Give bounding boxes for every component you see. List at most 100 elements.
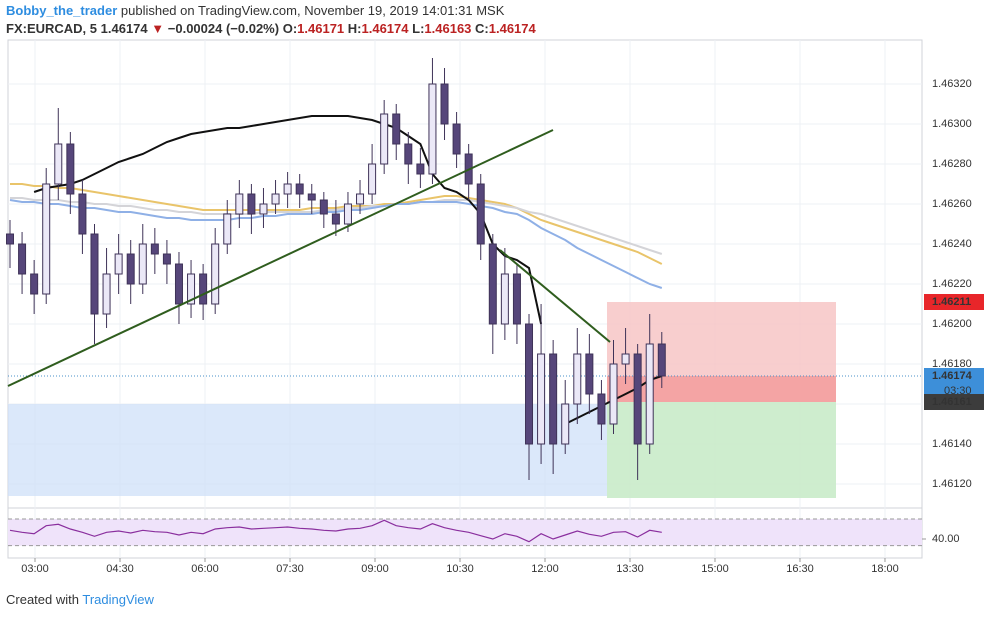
target-zone [607,402,836,498]
x-tick-label: 06:00 [191,563,219,575]
legend: FX:EURCAD, 5 1.46174 ▼ −0.00024 (−0.02%)… [6,21,537,36]
candle-body [368,163,377,195]
candle-body [211,243,220,305]
candle-body [6,233,14,245]
candle-body [30,273,39,295]
candle-body [537,353,546,445]
brand[interactable]: TradingView [82,592,154,607]
candle-body [392,113,401,145]
candle-body [307,193,316,201]
plot: 1.461201.461401.461601.461801.462001.462… [6,39,984,575]
candle-body [380,113,389,165]
low: 1.46163 [424,21,471,36]
x-tick-label: 15:00 [701,563,729,575]
candle-body [573,353,582,405]
candle-body [452,123,461,155]
candle-body [319,199,328,215]
candle-body [343,203,352,225]
candle-body [18,243,27,275]
candle-body [126,253,135,285]
x-tick-label: 16:30 [786,563,814,575]
close: 1.46174 [489,21,537,36]
rsi-band [8,519,922,546]
y-tick-label: 1.46320 [932,78,972,90]
change: −0.00024 (−0.02%) [168,21,279,36]
frame [7,39,923,559]
stop-tag [924,294,984,310]
candle-body [476,183,485,245]
y-tick-label: 1.46120 [932,478,972,490]
candle-body [187,273,196,305]
candle-body [66,143,75,195]
rsi-line [9,519,662,543]
y-tick-label: 1.46240 [932,238,972,250]
candle-body [90,233,99,315]
last-price-label: 1.46174 [932,370,973,382]
candle-body [54,143,63,185]
candle-body [78,193,87,235]
candle-body [283,183,292,195]
stop-label: 1.46211 [932,296,971,308]
entry-label: 1.46161 [932,396,972,408]
candle-body [331,213,340,225]
countdown: 03:30 [944,385,972,397]
candle-body [561,403,570,445]
rsi-tick-label: 40.00 [932,533,960,545]
candle-body [440,83,449,125]
candle-body [356,193,365,205]
trend-line [7,129,554,387]
candle-body [585,353,594,395]
candle-body [271,193,280,205]
c-label: C: [475,21,489,36]
footer: Created with TradingView [6,592,155,607]
candle-body [645,343,654,445]
candle-body [525,323,534,445]
open: 1.46171 [297,21,344,36]
y-tick-label: 1.46280 [932,158,972,170]
y-tick-label: 1.46180 [932,358,972,370]
candle-body [247,193,256,215]
candle-body [416,163,425,175]
candle-body [597,393,606,425]
x-tick-label: 10:30 [446,563,474,575]
y-tick-label: 1.46140 [932,438,972,450]
candle-body [138,243,147,285]
high: 1.46174 [362,21,410,36]
y-tick-label: 1.46260 [932,198,972,210]
candle-body [404,143,413,165]
candle-body [488,243,497,325]
candle-body [102,273,111,315]
x-tick-label: 18:00 [871,563,899,575]
candle-body [500,273,509,325]
candle-body [428,83,437,175]
x-tick-label: 09:00 [361,563,389,575]
x-tick-label: 04:30 [106,563,134,575]
candle-body [174,263,183,305]
y-tick-label: 1.46200 [932,318,972,330]
candle-body [657,343,666,377]
o-label: O: [283,21,297,36]
candle-body [42,183,51,295]
last: 1.46174 [101,21,149,36]
author[interactable]: Bobby_the_trader [6,3,117,18]
candle-body [199,273,208,305]
open-pnl [607,376,836,402]
y-tick-label: 1.46300 [932,118,972,130]
candle-body [259,203,268,215]
candle-body [162,253,171,265]
published: published on TradingView.com, November 1… [121,3,505,18]
l-label: L: [412,21,424,36]
candle-body [223,213,232,245]
candle-body [114,253,123,275]
candle-body [609,363,618,425]
last-price-tag [924,368,984,384]
x-tick-label: 13:30 [616,563,644,575]
created: Created with [6,592,79,607]
candle-body [235,193,244,215]
candle-body [621,353,630,365]
header: Bobby_the_trader published on TradingVie… [6,3,505,18]
trend-line [499,249,611,343]
arrow: ▼ [151,21,164,36]
candle-body [633,353,642,445]
